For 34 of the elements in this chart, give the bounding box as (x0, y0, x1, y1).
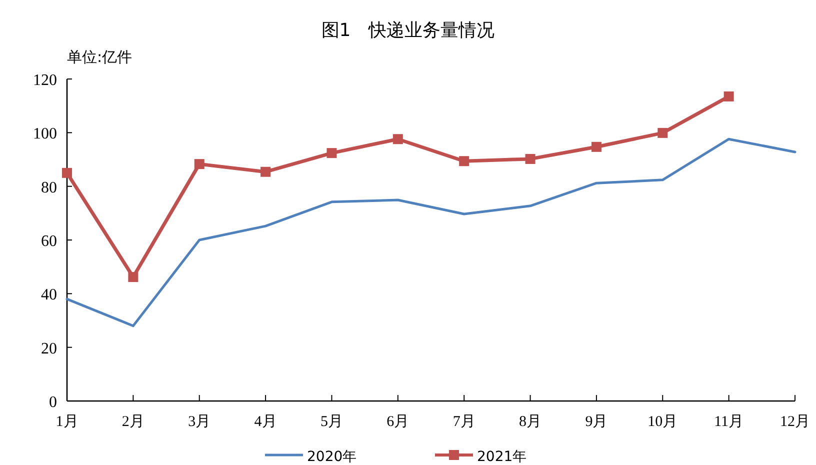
x-tick-label: 9月 (585, 414, 608, 430)
x-tick-label: 4月 (254, 414, 277, 430)
point (128, 272, 138, 282)
legend-label: 2021年 (477, 449, 527, 465)
point (260, 166, 271, 177)
point (724, 91, 734, 102)
x-tick-label: 11月 (714, 414, 744, 430)
x-tick-label: 10月 (648, 414, 678, 430)
point (194, 159, 204, 170)
y-tick-label: 40 (41, 286, 57, 304)
point (326, 148, 337, 158)
y-tick-label: 0 (49, 394, 57, 411)
x-tick-label: 5月 (320, 414, 343, 430)
x-tick-label: 2月 (122, 414, 144, 430)
point (591, 142, 602, 152)
x-tick-label: 3月 (188, 414, 211, 430)
x-tick-label: 8月 (519, 414, 542, 430)
point (658, 128, 668, 138)
y-tick-label: 120 (33, 72, 57, 89)
legend-label: 2020年 (307, 449, 357, 465)
x-tick-label: 7月 (452, 414, 476, 430)
y-tick-label: 80 (41, 179, 57, 196)
x-tick-label: 12月 (780, 414, 810, 430)
x-tick-label: 6月 (386, 414, 410, 430)
x-tick-label: 1月 (56, 414, 78, 430)
y-tick-label: 20 (41, 340, 57, 358)
chart-title: 图1 快递业务量情况 (321, 20, 495, 41)
point (459, 156, 470, 166)
y-tick-label: 100 (33, 126, 57, 143)
point (62, 168, 72, 178)
point (392, 134, 403, 144)
y-tick-label: 60 (41, 233, 57, 250)
point (525, 154, 536, 164)
y-axis-title: 单位:亿件 (67, 48, 132, 66)
